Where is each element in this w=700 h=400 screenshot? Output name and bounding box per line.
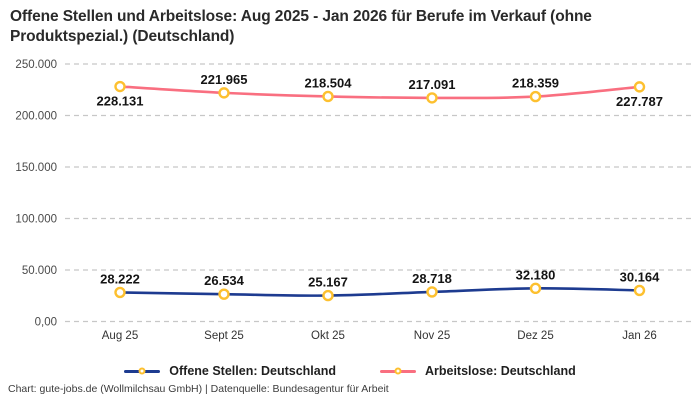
data-label: 28.718 <box>412 271 452 286</box>
data-point <box>426 286 438 298</box>
y-tick-label: 50.000 <box>22 265 57 277</box>
chart-legend: Offene Stellen: Deutschland Arbeitslose:… <box>0 362 700 380</box>
data-label: 227.787 <box>616 94 663 109</box>
y-tick-label: 0,00 <box>35 317 57 329</box>
data-label: 30.164 <box>620 270 661 285</box>
data-point <box>114 287 126 299</box>
marker-ring-icon <box>394 367 402 375</box>
legend-item-offene-stellen: Offene Stellen: Deutschland <box>124 364 336 378</box>
y-tick-label: 100.000 <box>15 214 57 226</box>
y-tick-label: 200.000 <box>15 111 57 123</box>
data-point <box>633 81 646 93</box>
chart-footer: Chart: gute-jobs.de (Wollmilchsau GmbH) … <box>8 383 389 395</box>
data-label: 26.534 <box>204 273 245 288</box>
data-point <box>322 91 334 103</box>
legend-label: Offene Stellen: Deutschland <box>169 364 336 379</box>
marker-ring-icon <box>138 367 146 375</box>
legend-line-swatch-blue <box>124 367 161 375</box>
y-tick-label: 250.000 <box>15 59 57 71</box>
data-point <box>426 92 438 104</box>
data-label: 25.167 <box>308 275 348 290</box>
data-label: 221.965 <box>201 72 248 87</box>
x-tick-label: Okt 25 <box>311 330 345 342</box>
legend-item-arbeitslose: Arbeitslose: Deutschland <box>379 364 576 379</box>
data-point <box>322 290 334 302</box>
legend-line-swatch-pink <box>379 367 416 375</box>
data-point <box>114 81 126 93</box>
x-tick-label: Jan 26 <box>622 330 657 342</box>
data-label: 28.222 <box>100 272 140 287</box>
data-label: 228.131 <box>97 94 144 109</box>
data-point <box>633 285 646 297</box>
data-point <box>529 282 542 295</box>
series-line <box>118 287 641 298</box>
x-tick-label: Aug 25 <box>102 330 138 342</box>
data-label: 218.504 <box>305 76 353 91</box>
data-point <box>218 288 230 301</box>
data-label: 218.359 <box>512 76 559 91</box>
data-point <box>529 91 542 103</box>
series-line <box>118 85 641 100</box>
data-point <box>218 87 230 99</box>
data-label: 32.180 <box>516 268 556 283</box>
data-label: 217.091 <box>409 77 456 92</box>
line-chart: 0,00 50.000 100.000 150.000 200.000 250.000 Au… <box>15 59 693 342</box>
x-tick-label: Sept 25 <box>204 330 244 342</box>
legend-label: Arbeitslose: Deutschland <box>424 364 576 379</box>
x-tick-label: Nov 25 <box>414 330 450 342</box>
x-tick-label: Dez 25 <box>517 330 553 342</box>
y-tick-label: 150.000 <box>15 162 57 174</box>
chart-title: Offene Stellen und Arbeitslose: Aug 2025… <box>10 8 592 46</box>
